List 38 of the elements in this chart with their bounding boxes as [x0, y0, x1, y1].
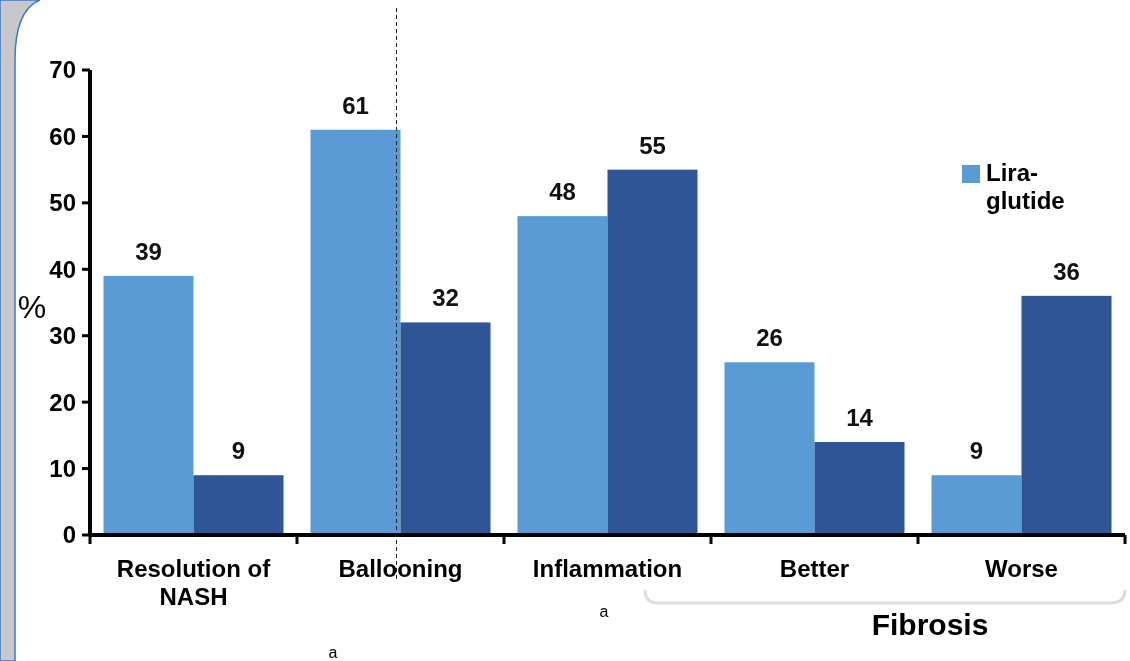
data-label: 39: [135, 237, 162, 265]
bar: [310, 129, 401, 535]
text: Fibrosis: [871, 608, 989, 641]
y-tick-label: 70: [49, 56, 76, 84]
bar: [607, 169, 698, 535]
bar: [193, 475, 284, 535]
bar: [400, 322, 491, 535]
data-label: 55: [639, 131, 666, 159]
data-label: 9: [231, 437, 246, 465]
y-tick-label: 30: [49, 322, 76, 350]
x-tick-label: Worse: [985, 555, 1058, 582]
data-label: 32: [432, 284, 459, 312]
bar: [931, 475, 1022, 535]
data-label: 14: [846, 404, 874, 431]
y-tick-label: 20: [49, 388, 76, 416]
bar: [103, 275, 194, 535]
text: a: [328, 644, 338, 661]
y-tick-label: 10: [49, 454, 76, 482]
legend-label: Lira-glutide: [986, 159, 1065, 214]
data-label: 26: [756, 324, 783, 352]
bar: [724, 362, 815, 535]
y-tick-label: 40: [49, 255, 76, 283]
y-tick-label: 0: [62, 521, 76, 549]
data-label: 48: [549, 178, 576, 206]
text: a: [599, 603, 609, 620]
x-tick-label: Resolution of NASH: [116, 555, 272, 610]
data-label: 36: [1053, 257, 1080, 285]
bar: [517, 216, 608, 535]
x-tick-label: Inflammation: [532, 555, 683, 582]
bar: [814, 442, 905, 535]
y-axis-title: %: [17, 289, 47, 325]
x-tick-label: Ballooning: [338, 555, 463, 582]
data-label: 9: [969, 437, 984, 465]
y-tick-label: 50: [49, 189, 76, 217]
y-tick-label: 60: [49, 122, 76, 150]
x-tick-label: Better: [779, 555, 850, 582]
bar: [1021, 295, 1112, 535]
data-label: 61: [342, 91, 369, 119]
